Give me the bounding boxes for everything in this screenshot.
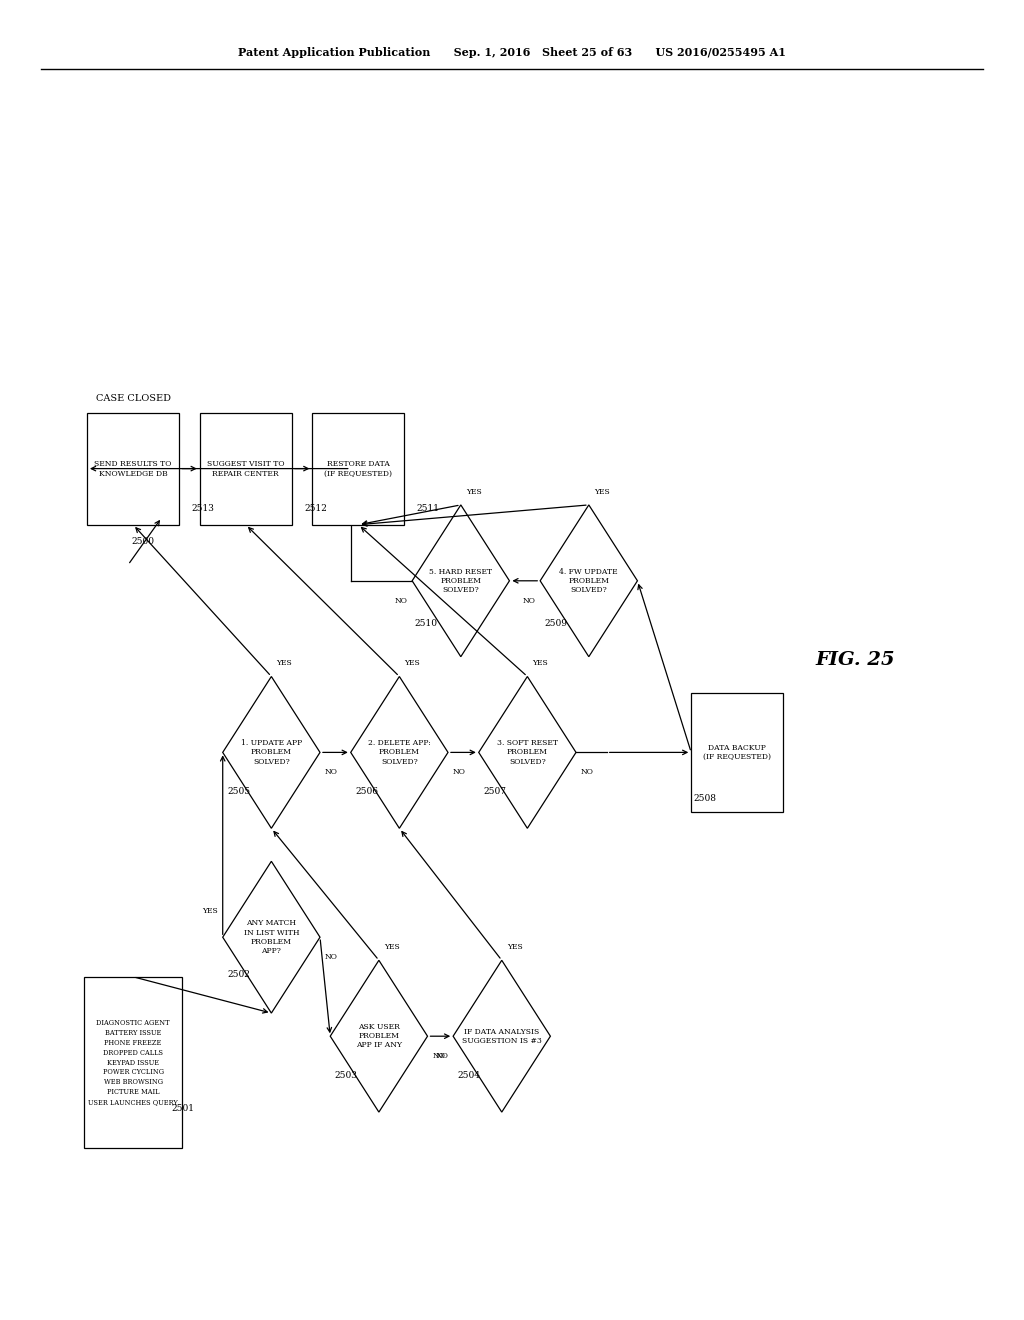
Text: 2501: 2501 <box>171 1105 194 1113</box>
Text: 2508: 2508 <box>693 795 716 803</box>
Bar <box>87 412 179 524</box>
Text: 2. DELETE APP:
PROBLEM
SOLVED?: 2. DELETE APP: PROBLEM SOLVED? <box>368 739 431 766</box>
Text: SUGGEST VISIT TO
REPAIR CENTER: SUGGEST VISIT TO REPAIR CENTER <box>207 459 285 478</box>
Text: DATA BACKUP
(IF REQUESTED): DATA BACKUP (IF REQUESTED) <box>703 743 771 762</box>
Text: 2511: 2511 <box>417 504 439 512</box>
Text: 2507: 2507 <box>483 788 506 796</box>
Text: YES: YES <box>202 907 218 915</box>
Text: 2504: 2504 <box>458 1072 480 1080</box>
Text: RESTORE DATA
(IF REQUESTED): RESTORE DATA (IF REQUESTED) <box>325 459 392 478</box>
Polygon shape <box>330 961 428 1111</box>
Bar <box>200 412 292 524</box>
Text: NO: NO <box>522 597 535 605</box>
Polygon shape <box>223 862 319 1014</box>
Polygon shape <box>453 961 551 1111</box>
Text: NO: NO <box>453 768 466 776</box>
Text: NO: NO <box>582 768 594 776</box>
Bar <box>312 412 404 524</box>
Text: NO: NO <box>326 953 338 961</box>
Text: NO: NO <box>435 1052 449 1060</box>
Text: YES: YES <box>532 659 548 668</box>
Text: 2512: 2512 <box>304 504 327 512</box>
Text: 2506: 2506 <box>355 788 378 796</box>
Polygon shape <box>541 504 637 656</box>
Text: 2513: 2513 <box>191 504 214 512</box>
Text: CASE CLOSED: CASE CLOSED <box>95 395 171 403</box>
Text: IF DATA ANALYSIS
SUGGESTION IS #3: IF DATA ANALYSIS SUGGESTION IS #3 <box>462 1027 542 1045</box>
Text: NO: NO <box>326 768 338 776</box>
Polygon shape <box>479 676 575 829</box>
Text: 4. FW UPDATE
PROBLEM
SOLVED?: 4. FW UPDATE PROBLEM SOLVED? <box>559 568 618 594</box>
Text: YES: YES <box>507 942 522 952</box>
Text: Patent Application Publication      Sep. 1, 2016   Sheet 25 of 63      US 2016/0: Patent Application Publication Sep. 1, 2… <box>238 48 786 58</box>
Text: 2505: 2505 <box>227 788 251 796</box>
Bar <box>84 977 182 1148</box>
Text: ANY MATCH
IN LIST WITH
PROBLEM
APP?: ANY MATCH IN LIST WITH PROBLEM APP? <box>244 920 299 954</box>
Text: DIAGNOSTIC AGENT
BATTERY ISSUE
PHONE FREEZE
DROPPED CALLS
KEYPAD ISSUE
POWER CYC: DIAGNOSTIC AGENT BATTERY ISSUE PHONE FRE… <box>88 1019 178 1106</box>
Text: 2510: 2510 <box>415 619 437 627</box>
Polygon shape <box>223 676 319 829</box>
Text: ASK USER
PROBLEM
APP IF ANY: ASK USER PROBLEM APP IF ANY <box>356 1023 401 1049</box>
Polygon shape <box>412 504 510 656</box>
Text: NO: NO <box>394 597 408 605</box>
Text: 2500: 2500 <box>131 537 154 545</box>
Text: YES: YES <box>384 942 399 952</box>
Text: SEND RESULTS TO
KNOWLEDGE DB: SEND RESULTS TO KNOWLEDGE DB <box>94 459 172 478</box>
Polygon shape <box>350 676 449 829</box>
Text: YES: YES <box>466 487 481 496</box>
Text: 2502: 2502 <box>227 970 250 978</box>
Text: 5. HARD RESET
PROBLEM
SOLVED?: 5. HARD RESET PROBLEM SOLVED? <box>429 568 493 594</box>
Text: YES: YES <box>404 659 420 668</box>
Text: FIG. 25: FIG. 25 <box>815 651 895 669</box>
Text: YES: YES <box>594 487 609 496</box>
Bar <box>691 693 783 812</box>
Text: 2509: 2509 <box>545 619 567 627</box>
Text: 2503: 2503 <box>335 1072 357 1080</box>
Text: YES: YES <box>276 659 292 668</box>
Text: 1. UPDATE APP
PROBLEM
SOLVED?: 1. UPDATE APP PROBLEM SOLVED? <box>241 739 302 766</box>
Text: 3. SOFT RESET
PROBLEM
SOLVED?: 3. SOFT RESET PROBLEM SOLVED? <box>497 739 558 766</box>
Text: NO: NO <box>432 1052 445 1060</box>
